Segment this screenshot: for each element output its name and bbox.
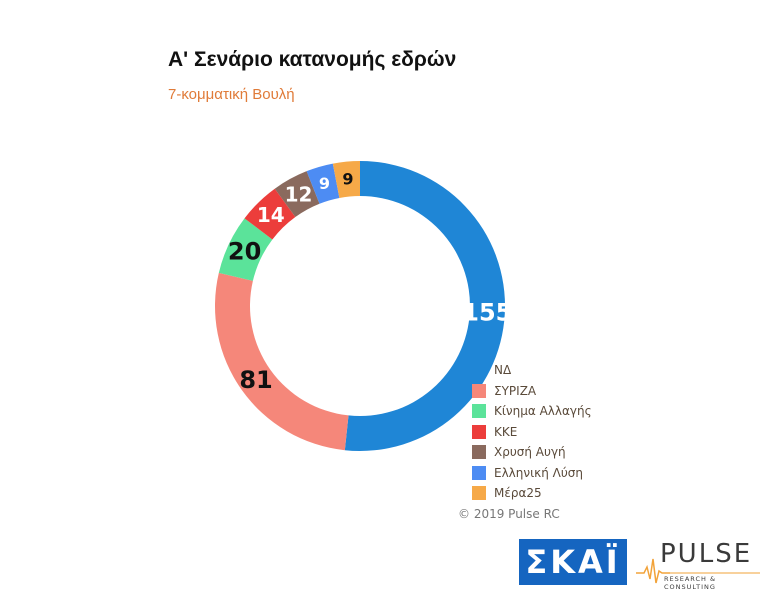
legend-label: ΚΚΕ — [494, 424, 518, 439]
pulse-wave-icon — [636, 558, 760, 584]
skai-logo: ΣΚΑΪ — [519, 539, 627, 585]
chart-title: Α' Σενάριο κατανομής εδρών — [168, 48, 457, 71]
slice-value-label: 12 — [285, 182, 313, 206]
legend-swatch — [472, 445, 486, 460]
legend-item: ΣΥΡΙΖΑ — [472, 381, 592, 402]
slice-value-label: 155 — [462, 299, 512, 327]
pulse-logo: PULSE RESEARCH & CONSULTING — [636, 537, 764, 591]
legend-swatch — [472, 383, 486, 398]
donut-slice-νδ — [344, 161, 505, 451]
legend-item: ΝΔ — [472, 360, 592, 381]
donut-slice-ελληνική-λύση — [306, 163, 340, 204]
legend-item: ΚΚΕ — [472, 422, 592, 443]
legend-item: Μέρα25 — [472, 483, 592, 504]
legend-item: Χρυσή Αυγή — [472, 442, 592, 463]
legend-swatch — [472, 465, 486, 480]
slice-value-label: 9 — [342, 170, 353, 189]
donut-slice-κκε — [244, 188, 296, 240]
pulse-logo-subtitle: RESEARCH & CONSULTING — [664, 575, 717, 591]
slice-value-label: 9 — [319, 174, 330, 193]
legend-swatch — [472, 424, 486, 439]
pulse-logo-word: PULSE — [660, 539, 753, 569]
legend-label: Χρυσή Αυγή — [494, 445, 566, 460]
legend-label: ΝΔ — [494, 363, 512, 378]
legend-swatch — [472, 363, 486, 378]
copyright-text: © 2019 Pulse RC — [458, 507, 560, 521]
legend-swatch — [472, 486, 486, 501]
slice-value-label: 81 — [239, 366, 272, 394]
legend-item: Κίνημα Αλλαγής — [472, 401, 592, 422]
legend-item: Ελληνική Λύση — [472, 463, 592, 484]
legend-label: Ελληνική Λύση — [494, 465, 584, 480]
donut-slice-κίνημα-αλλαγής — [218, 218, 273, 281]
donut-slice-μέρα25 — [332, 161, 360, 198]
legend-label: Μέρα25 — [494, 486, 542, 501]
legend-swatch — [472, 404, 486, 419]
chart-subtitle: 7-κομματική Βουλή — [168, 86, 295, 103]
slice-value-label: 20 — [228, 238, 261, 266]
legend-label: Κίνημα Αλλαγής — [494, 404, 592, 419]
chart-legend: ΝΔ ΣΥΡΙΖΑ Κίνημα Αλλαγής ΚΚΕ Χρυσή Αυγή Ελλην… — [472, 360, 592, 504]
slice-value-label: 14 — [257, 203, 285, 227]
legend-label: ΣΥΡΙΖΑ — [494, 383, 537, 398]
donut-slice-συριζα — [215, 272, 349, 451]
donut-slice-χρυσή-αυγή — [274, 171, 320, 218]
